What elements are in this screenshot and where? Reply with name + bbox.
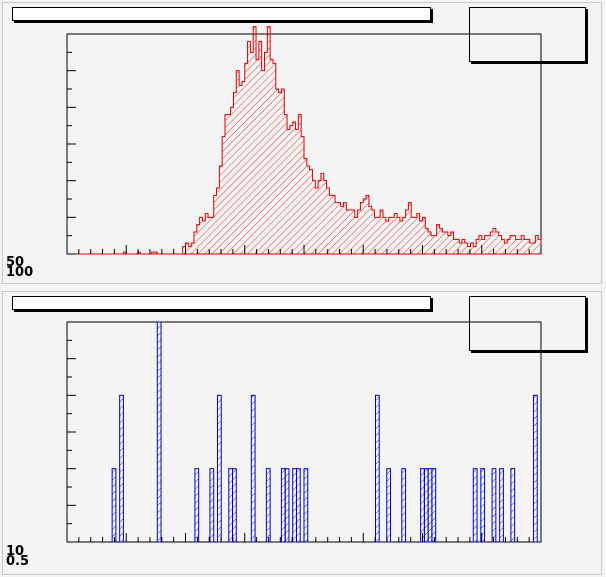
bottom-bin: [431, 468, 437, 543]
bottom-bin: [499, 468, 504, 543]
bottom-bin: [532, 394, 538, 543]
bottom-bin: [265, 468, 271, 543]
bottom-y-axis-min-label: 10 0.5: [6, 545, 46, 575]
bottom-bin: [292, 468, 297, 543]
bottom-bin: [194, 468, 200, 543]
bottom-bin: [510, 468, 516, 543]
bottom-bin: [209, 468, 215, 543]
bottom-bin: [420, 468, 425, 543]
top-y-axis-label-b: 100: [6, 265, 34, 280]
bottom-histogram-title-box: [12, 296, 431, 310]
top-histogram-title-box: [12, 7, 431, 21]
bottom-bin: [401, 468, 407, 543]
bottom-histogram-pad: 10 0.5: [2, 291, 602, 575]
bottom-bin: [111, 468, 117, 543]
bottom-bin: [374, 394, 380, 543]
bottom-bin: [423, 468, 429, 543]
top-y-axis-min-label: 50 100: [6, 256, 46, 286]
bottom-y-axis-label-a: 10: [6, 544, 25, 559]
bottom-bin: [472, 468, 478, 543]
bottom-bin: [232, 468, 237, 543]
top-histogram-plot: [66, 26, 542, 255]
top-y-axis-label-a: 50: [6, 255, 25, 270]
bottom-histogram-stats-box: [469, 296, 586, 351]
bottom-bin: [427, 468, 433, 543]
bottom-bin: [284, 468, 290, 543]
bottom-y-axis-label-b: 0.5: [6, 554, 30, 569]
bottom-bin: [280, 468, 286, 543]
bottom-bin: [386, 468, 392, 543]
bottom-bin: [295, 468, 301, 543]
bottom-histogram-plot: [66, 321, 542, 543]
bottom-bin: [491, 468, 497, 543]
bottom-bin: [250, 394, 256, 543]
top-histogram-pad: 50 100: [2, 2, 602, 284]
bottom-bin: [119, 394, 124, 543]
bottom-bin: [228, 468, 234, 543]
top-histogram-area: [67, 26, 542, 255]
bottom-bin: [303, 468, 309, 543]
bottom-bin: [156, 321, 162, 543]
bottom-bin: [480, 468, 486, 543]
bottom-bin: [216, 394, 222, 543]
